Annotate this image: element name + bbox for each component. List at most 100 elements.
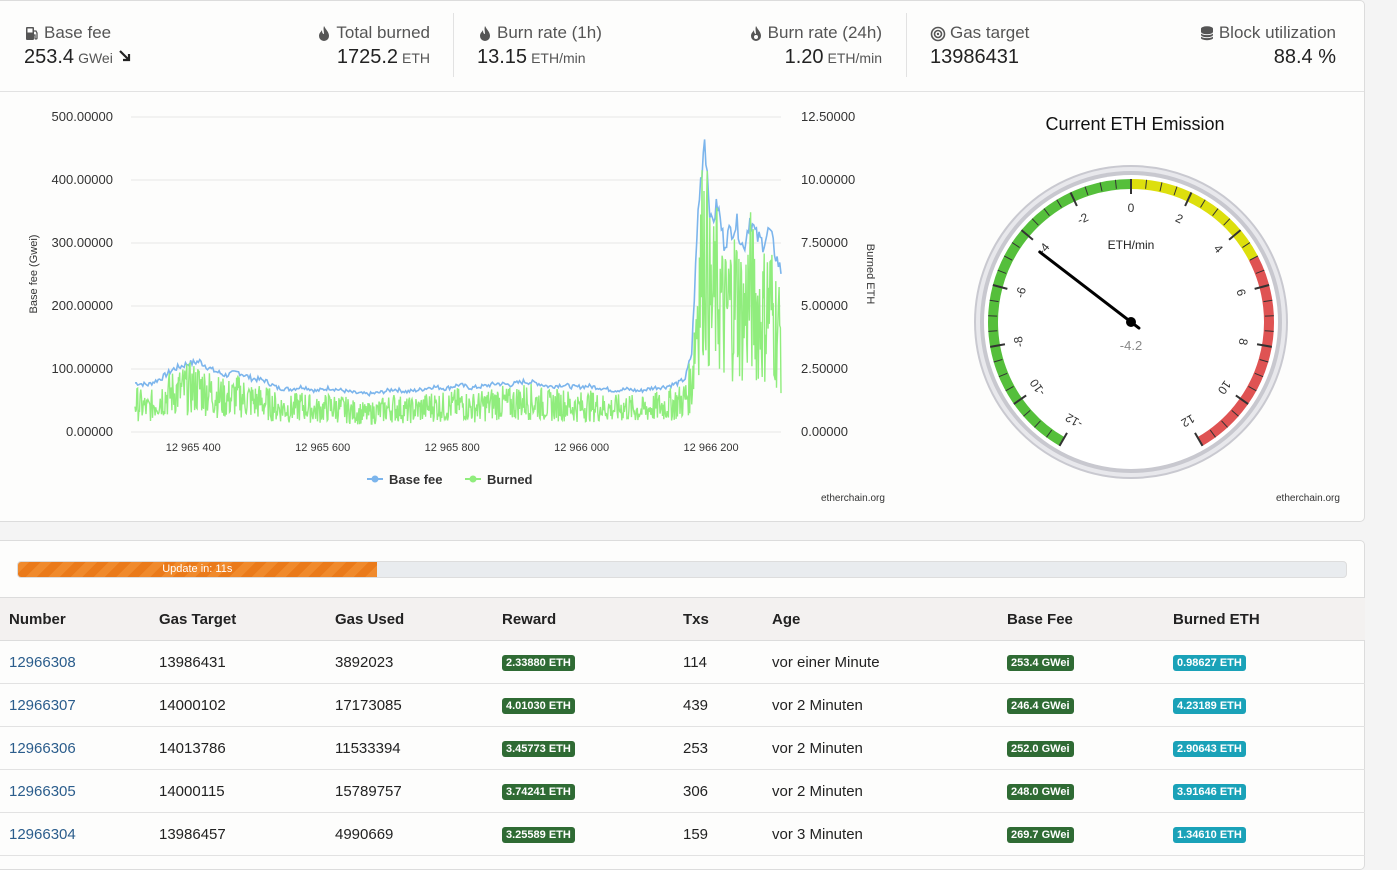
database-icon — [1199, 25, 1215, 42]
block-number-link[interactable]: 12966306 — [9, 740, 76, 757]
gas-used-td: 4990669 — [335, 813, 502, 856]
number-td: 12966307 — [0, 684, 159, 727]
x-tick-label: 12 965 800 — [425, 442, 480, 454]
gas-used-td: 15789757 — [335, 770, 502, 813]
burn-rate-1h-unit: ETH/min — [531, 50, 585, 66]
age-cell: vor 2 Minuten — [772, 740, 863, 757]
col-age: Age — [772, 598, 1007, 641]
burned-badge: 3.91646 ETH — [1173, 784, 1246, 800]
base-fee-td: 252.0 GWei — [1007, 727, 1173, 770]
number-td: 12966306 — [0, 727, 159, 770]
age-cell: vor 2 Minuten — [772, 783, 863, 800]
block-number-link[interactable]: 12966304 — [9, 826, 76, 843]
block-utilization-value: 88.4 % — [1274, 46, 1336, 68]
txs-td: 159 — [683, 813, 772, 856]
fire-alt-icon — [748, 25, 764, 42]
base-fee-td: 248.0 GWei — [1007, 770, 1173, 813]
gas-target-td: 14013786 — [159, 727, 335, 770]
burn-rate-24h-unit: ETH/min — [828, 50, 882, 66]
age-td: vor 2 Minuten — [772, 727, 1007, 770]
block-utilization-stat: Block utilization 88.4 % — [1199, 23, 1336, 69]
gauge-credit[interactable]: etherchain.org — [1276, 493, 1340, 504]
y2-tick-label: 10.00000 — [801, 172, 855, 187]
base-fee-badge: 248.0 GWei — [1007, 784, 1074, 800]
burn-rate-24h-label: Burn rate (24h) — [768, 23, 882, 43]
reward-td: 3.25589 ETH — [502, 813, 683, 856]
block-number-link[interactable]: 12966305 — [9, 783, 76, 800]
reward-badge: 3.25589 ETH — [502, 827, 575, 843]
y2-axis-title: Burned ETH — [864, 244, 876, 305]
base-fee-badge: 269.7 GWei — [1007, 827, 1074, 843]
arrow-down-right-icon — [118, 49, 132, 63]
y-tick-label: 0.00000 — [66, 424, 113, 439]
base-fee-badge: 252.0 GWei — [1007, 741, 1074, 757]
reward-badge: 3.45773 ETH — [502, 741, 575, 757]
gas-target-cell: 14013786 — [159, 740, 226, 757]
number-td: 12966304 — [0, 813, 159, 856]
y2-tick-label: 0.00000 — [801, 424, 848, 439]
gas-used-td: 17173085 — [335, 684, 502, 727]
txs-cell: 114 — [683, 654, 707, 671]
update-progress: Update in: 11s — [17, 561, 1347, 578]
reward-td: 2.33880 ETH — [502, 641, 683, 684]
legend-base-fee-label: Base fee — [389, 472, 442, 487]
chart-credit[interactable]: etherchain.org — [821, 493, 885, 504]
col-base-fee: Base Fee — [1007, 598, 1173, 641]
gas-used-cell: 3892023 — [335, 654, 393, 671]
y-tick-label: 300.00000 — [52, 235, 113, 250]
gas-target-stat: Gas target 13986431 — [930, 23, 1029, 69]
burned-td: 0.98627 ETH — [1173, 641, 1365, 684]
gas-target-label: Gas target — [950, 23, 1029, 43]
gas-used-td: 3892023 — [335, 641, 502, 684]
gas-used-cell: 11533394 — [335, 740, 401, 757]
txs-cell: 439 — [683, 697, 708, 714]
blocks-table: Number Gas Target Gas Used Reward Txs Ag… — [0, 597, 1365, 856]
bullseye-icon — [930, 25, 946, 42]
burned-badge: 4.23189 ETH — [1173, 698, 1246, 714]
number-td: 12966305 — [0, 770, 159, 813]
base-fee-series-line — [135, 139, 781, 395]
reward-td: 4.01030 ETH — [502, 684, 683, 727]
y2-tick-label: 5.00000 — [801, 298, 848, 313]
burned-badge: 1.34610 ETH — [1173, 827, 1246, 843]
y-tick-label: 500.00000 — [52, 109, 113, 124]
block-number-link[interactable]: 12966307 — [9, 697, 76, 714]
legend-burned-label: Burned — [487, 472, 533, 487]
gas-target-td: 13986431 — [159, 641, 335, 684]
txs-cell: 159 — [683, 826, 708, 843]
burn-rate-24h-value: 1.20 — [785, 46, 824, 68]
table-header-row: Number Gas Target Gas Used Reward Txs Ag… — [0, 598, 1365, 641]
x-tick-label: 12 965 400 — [166, 442, 221, 454]
gas-target-td: 13986457 — [159, 813, 335, 856]
reward-badge: 3.74241 ETH — [502, 784, 575, 800]
gas-target-value: 13986431 — [930, 46, 1019, 68]
y-tick-label: 200.00000 — [52, 298, 113, 313]
block-number-link[interactable]: 12966308 — [9, 654, 76, 671]
y2-tick-label: 7.50000 — [801, 235, 848, 250]
txs-td: 306 — [683, 770, 772, 813]
gas-target-cell: 13986457 — [159, 826, 226, 843]
reward-td: 3.74241 ETH — [502, 770, 683, 813]
update-progress-bar: Update in: 11s — [18, 562, 377, 577]
gas-used-td: 11533394 — [335, 727, 502, 770]
y-tick-label: 400.00000 — [52, 172, 113, 187]
burn-rate-1h-value: 13.15 — [477, 46, 527, 68]
number-td: 12966308 — [0, 641, 159, 684]
base-fee-unit: GWei — [78, 50, 113, 66]
col-number: Number — [0, 598, 159, 641]
total-burned-value: 1725.2 — [337, 46, 398, 68]
age-cell: vor 3 Minuten — [772, 826, 863, 843]
y-axis-title: Base fee (Gwei) — [28, 235, 40, 314]
age-td: vor 2 Minuten — [772, 684, 1007, 727]
burn-rate-1h-label: Burn rate (1h) — [497, 23, 602, 43]
y2-tick-label: 2.50000 — [801, 361, 848, 376]
